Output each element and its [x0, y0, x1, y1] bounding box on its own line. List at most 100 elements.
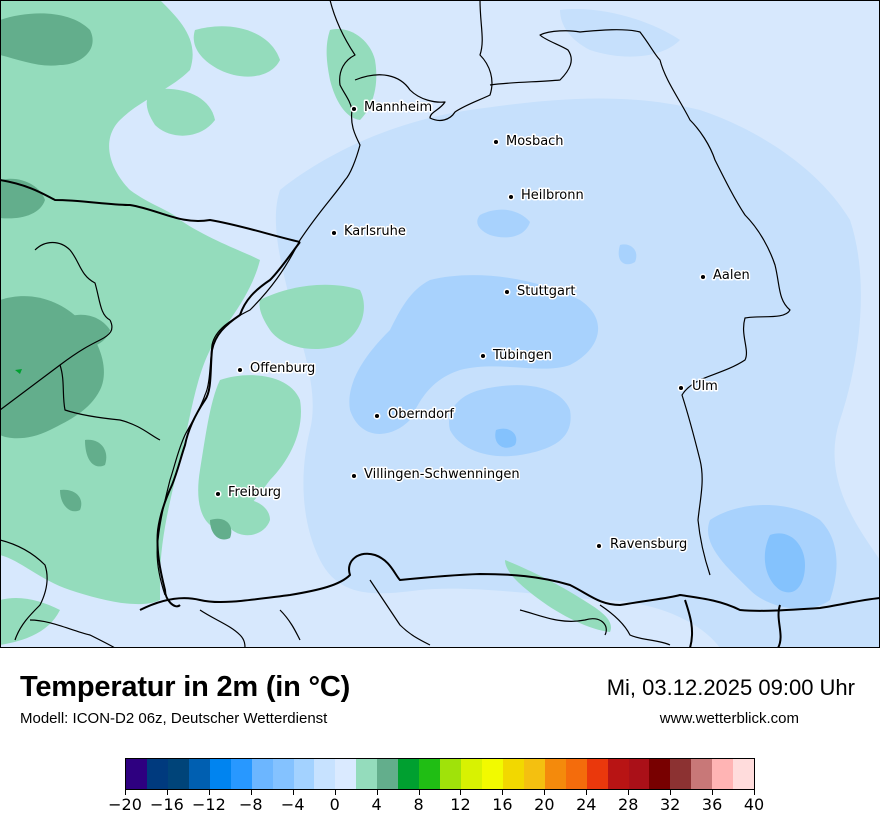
colorbar-tick-label: 24 — [576, 795, 597, 814]
svg-text:Ravensburg: Ravensburg — [610, 537, 687, 552]
city-markers: Mannheim Mosbach Heilbronn Karlsruhe Aal… — [214, 99, 751, 554]
colorbar-tick-label: 20 — [534, 795, 555, 814]
colorbar-segment — [272, 759, 294, 789]
colorbar-tick — [208, 790, 210, 795]
colorbar-segment — [251, 759, 273, 789]
colorbar-segment — [293, 759, 315, 789]
colorbar-tick — [628, 790, 630, 795]
colorbar-segment — [461, 759, 482, 789]
colorbar-segment — [126, 759, 147, 789]
colorbar-segment — [544, 759, 566, 789]
city-karlsruhe: Karlsruhe — [330, 223, 407, 241]
colorbar-segment — [209, 759, 231, 789]
colorbar-ticks: −20 −16 −12 −8 −4 0 4 8 12 16 20 24 28 32 36 40 — [108, 790, 764, 820]
city-aalen: Aalen — [699, 267, 751, 285]
colorbar-tick-label: 12 — [450, 795, 471, 814]
colorbar-tick — [712, 790, 714, 795]
city-ravensburg: Ravensburg — [595, 536, 689, 554]
svg-text:Tübingen: Tübingen — [492, 348, 552, 363]
city-stuttgart: Stuttgart — [503, 283, 577, 301]
zone-4-6 — [0, 13, 232, 540]
city-oberndorf: Oberndorf — [373, 406, 456, 424]
colorbar-tick — [250, 790, 252, 795]
colorbar-tick — [460, 790, 462, 795]
colorbar-segment — [565, 759, 587, 789]
colorbar-segment — [146, 759, 168, 789]
model-info: Modell: ICON-D2 06z, Deutscher Wetterdie… — [20, 710, 328, 727]
colorbar-segment — [607, 759, 629, 789]
zone-minus6-minus4 — [495, 428, 805, 593]
colorbar-segment — [523, 759, 545, 789]
colorbar-tick-label: 32 — [659, 795, 681, 814]
city-offenburg: Offenburg — [236, 360, 317, 378]
colorbar-segment — [481, 759, 503, 789]
svg-text:Mannheim: Mannheim — [364, 100, 432, 115]
colorbar-tick-label: −8 — [239, 795, 263, 814]
colorbar-segment — [167, 759, 189, 789]
colorbar-segment — [356, 759, 378, 789]
colorbar-segment — [649, 759, 671, 789]
colorbar-tick — [418, 790, 420, 795]
colorbar-segment — [440, 759, 461, 789]
zone-minus4-minus2 — [349, 209, 837, 609]
colorbar-segment — [586, 759, 608, 789]
colorbar-tick-label: 40 — [743, 795, 765, 814]
colorbar-tick — [754, 790, 755, 795]
svg-text:Oberndorf: Oberndorf — [388, 407, 454, 422]
valid-datetime: Mi, 03.12.2025 09:00 Uhr — [606, 675, 855, 700]
colorbar-tick — [125, 790, 126, 795]
colorbar-segment — [419, 759, 441, 789]
svg-text:Mosbach: Mosbach — [506, 134, 564, 149]
colorbar-tick-label: 16 — [492, 795, 513, 814]
colorbar-segment — [502, 759, 524, 789]
colorbar-segment — [335, 759, 357, 789]
colorbar-segment — [670, 759, 692, 789]
colorbar-segment — [398, 759, 420, 789]
temperature-map: Mannheim Mosbach Heilbronn Karlsruhe Aal… — [0, 0, 880, 648]
website-link[interactable]: www.wetterblick.com — [659, 710, 799, 727]
colorbar-segment — [712, 759, 734, 789]
colorbar-tick — [586, 790, 588, 795]
svg-text:Freiburg: Freiburg — [228, 485, 281, 500]
svg-text:Ulm: Ulm — [692, 379, 718, 394]
colorbar-segment — [314, 759, 336, 789]
city-mannheim: Mannheim — [350, 99, 434, 117]
city-heilbronn: Heilbronn — [507, 187, 585, 205]
colorbar-tick — [502, 790, 504, 795]
colorbar-tick — [292, 790, 294, 795]
colorbar-tick-label: −20 — [108, 795, 142, 814]
city-mosbach: Mosbach — [492, 133, 565, 151]
colorbar-tick — [376, 790, 378, 795]
colorbar — [125, 758, 755, 790]
zone-2-4 — [0, 0, 611, 645]
borders — [0, 0, 880, 648]
city-freiburg: Freiburg — [214, 484, 283, 502]
colorbar-segment — [628, 759, 650, 789]
colorbar-tick — [544, 790, 546, 795]
colorbar-segment — [230, 759, 252, 789]
colorbar-segment — [377, 759, 399, 789]
svg-text:Aalen: Aalen — [713, 268, 750, 283]
colorbar-tick — [166, 790, 168, 795]
colorbar-tick-label: 28 — [618, 795, 639, 814]
colorbar-segment — [733, 759, 755, 789]
zone-minus2-0 — [275, 9, 880, 648]
colorbar-tick-label: −12 — [191, 795, 226, 814]
svg-text:Karlsruhe: Karlsruhe — [344, 224, 406, 239]
colorbar-tick — [334, 790, 336, 795]
colorbar-tick-label: 36 — [701, 795, 723, 814]
colorbar-segment — [188, 759, 210, 789]
colorbar-tick-label: 4 — [371, 795, 382, 814]
city-ulm: Ulm — [677, 378, 719, 396]
colorbar-tick-label: −16 — [150, 795, 184, 814]
colorbar-tick — [670, 790, 672, 795]
city-villingen-schwenningen: Villingen-Schwenningen — [350, 466, 521, 484]
svg-text:Stuttgart: Stuttgart — [517, 284, 575, 299]
chart-title: Temperatur in 2m (in °C) — [20, 671, 351, 703]
svg-text:Offenburg: Offenburg — [250, 361, 315, 376]
svg-text:Villingen-Schwenningen: Villingen-Schwenningen — [364, 467, 520, 482]
zone-6-8 — [15, 369, 22, 374]
svg-text:Heilbronn: Heilbronn — [521, 188, 584, 203]
city-tuebingen: Tübingen — [479, 347, 554, 365]
colorbar-tick-label: −4 — [280, 795, 305, 814]
